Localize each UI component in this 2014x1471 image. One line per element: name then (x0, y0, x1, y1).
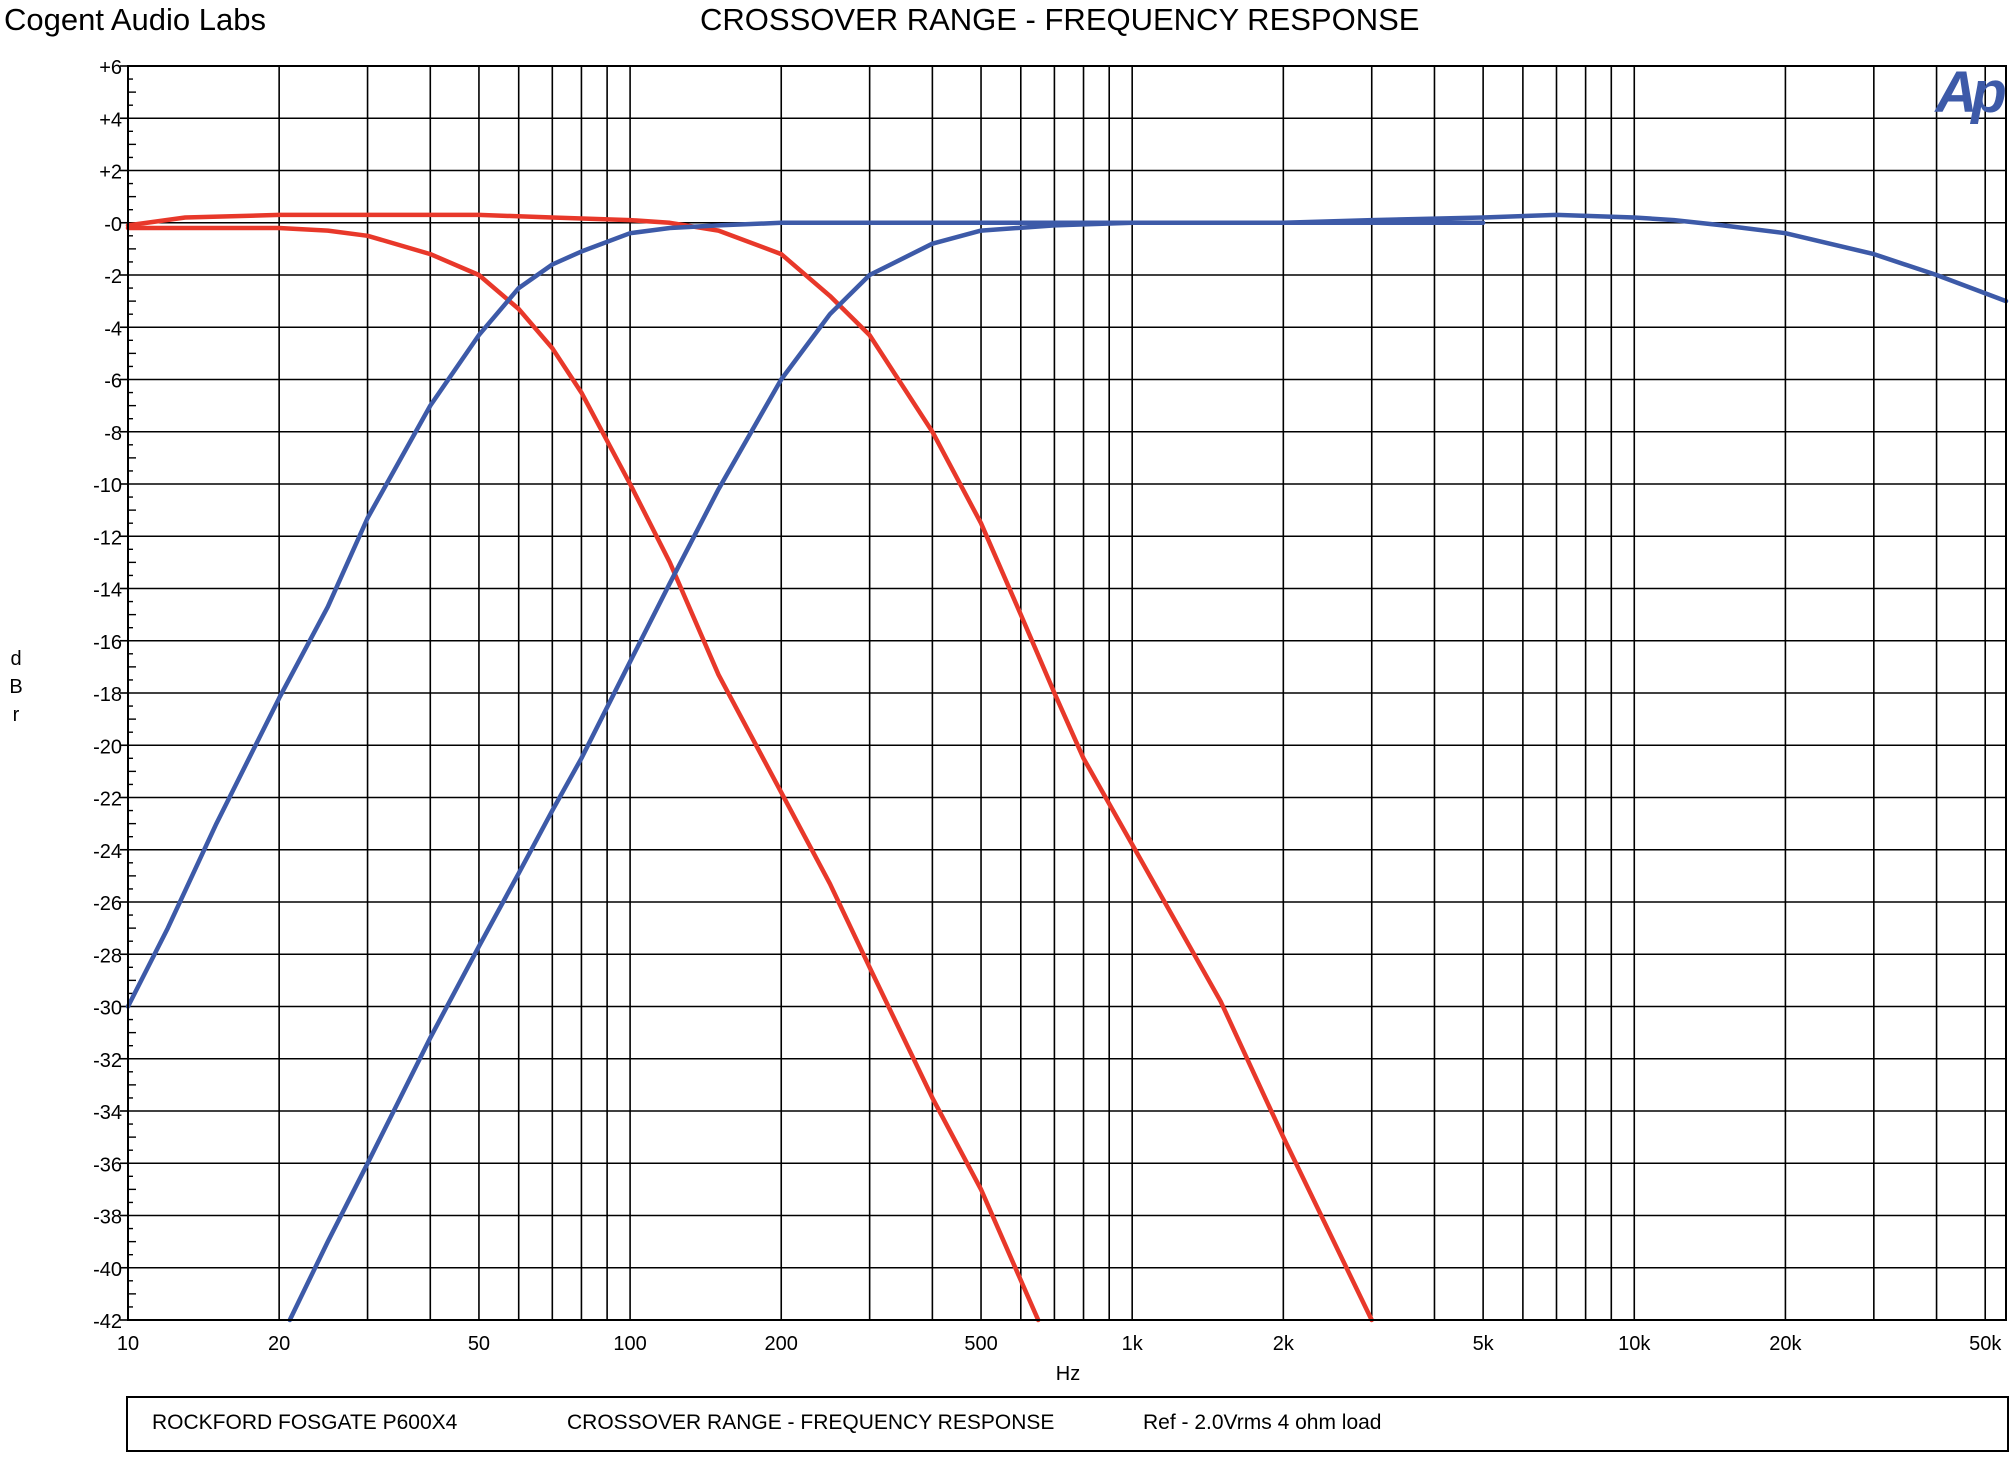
x-tick-label: 20k (1769, 1333, 1802, 1355)
y-axis-label-char: d (10, 648, 21, 670)
y-tick-label: -0 (104, 214, 122, 236)
y-tick-label: -36 (93, 1154, 122, 1176)
x-tick-label: 200 (765, 1333, 798, 1355)
y-tick-label: -14 (93, 580, 122, 602)
y-axis-label-char: r (13, 704, 20, 726)
series-lines (125, 212, 2009, 1323)
x-tick-label: 500 (964, 1333, 997, 1355)
footer-title: CROSSOVER RANGE - FREQUENCY RESPONSE (567, 1411, 1055, 1434)
series-line-1 (125, 212, 1374, 1323)
y-tick-label: -4 (104, 318, 122, 340)
plot-frame (127, 65, 2007, 1321)
y-tick-label: -16 (93, 632, 122, 654)
footer-info-box: ROCKFORD FOSGATE P600X4 CROSSOVER RANGE … (126, 1396, 2009, 1452)
frequency-response-chart: +6 +4 +2 -0 -2 -4 -6 -8 -10 -12 -14 -16 -18 -20 -22 -24… (9, 57, 2011, 1385)
y-tick-label: -28 (93, 945, 122, 967)
y-tick-label: +6 (99, 57, 122, 79)
axis-labels: +6 +4 +2 -0 -2 -4 -6 -8 -10 -12 -14 -16 -18 -20 -22 -24… (9, 57, 2002, 1385)
brand-label: Cogent Audio Labs (4, 2, 266, 37)
x-tick-label: 1k (1122, 1333, 1144, 1355)
y-tick-label: -8 (104, 423, 122, 445)
y-tick-label: -38 (93, 1207, 122, 1229)
x-axis-label: Hz (1056, 1363, 1080, 1385)
x-tick-label: 20 (268, 1333, 290, 1355)
chart-title: CROSSOVER RANGE - FREQUENCY RESPONSE (700, 2, 1420, 37)
y-tick-label: -42 (93, 1311, 122, 1333)
y-tick-label: -10 (93, 475, 122, 497)
series-line-4 (287, 220, 1486, 1323)
y-tick-label: -18 (93, 684, 122, 706)
footer-reference: Ref - 2.0Vrms 4 ohm load (1143, 1411, 1382, 1434)
y-tick-label: -40 (93, 1259, 122, 1281)
x-tick-label: 2k (1273, 1333, 1295, 1355)
grid-lines (128, 66, 2006, 1320)
x-tick-label: 10 (117, 1333, 139, 1355)
x-tick-label: 50 (468, 1333, 490, 1355)
y-tick-label: -6 (104, 371, 122, 393)
y-tick-label: -2 (104, 266, 122, 288)
x-tick-label: 50k (1969, 1333, 2002, 1355)
y-tick-label: -20 (93, 736, 122, 758)
y-axis-label-char: B (9, 676, 22, 698)
y-tick-label: +4 (99, 109, 122, 131)
y-tick-label: -34 (93, 1102, 122, 1124)
x-tick-label: 5k (1473, 1333, 1495, 1355)
footer-model: ROCKFORD FOSGATE P600X4 (152, 1411, 458, 1434)
y-tick-label: -12 (93, 527, 122, 549)
series-line-2 (125, 225, 1041, 1323)
y-tick-label: +2 (99, 162, 122, 184)
x-tick-label: 100 (613, 1333, 646, 1355)
y-tick-label: -26 (93, 893, 122, 915)
y-tick-label: -32 (93, 1050, 122, 1072)
y-tick-label: -22 (93, 789, 122, 811)
series-line-3 (125, 212, 2009, 1009)
y-tick-label: -30 (93, 998, 122, 1020)
y-tick-label: -24 (93, 841, 122, 863)
x-tick-label: 10k (1618, 1333, 1651, 1355)
ap-logo: Ap (1933, 60, 2005, 125)
